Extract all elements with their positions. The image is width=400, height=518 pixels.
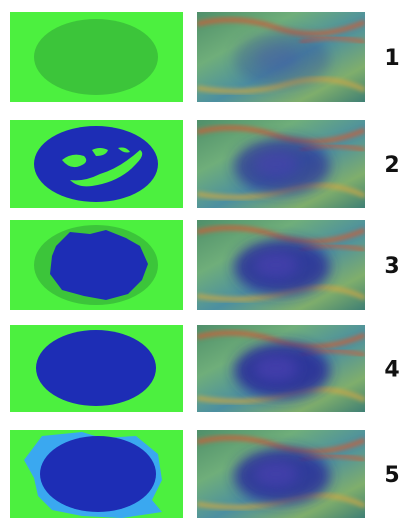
row-1 — [10, 12, 183, 102]
row-label: 1 — [384, 46, 399, 71]
row-label: 2 — [384, 153, 399, 178]
row-2 — [10, 120, 183, 208]
row-4 — [10, 325, 183, 412]
row-label: 5 — [384, 463, 399, 488]
row-5 — [10, 430, 183, 518]
row-label: 4 — [384, 358, 399, 383]
figure: 1 2 3 4 5 — [0, 0, 400, 518]
labels: 1 2 3 4 5 — [384, 46, 399, 488]
lesion — [34, 19, 158, 95]
lesion-core — [254, 151, 298, 177]
ultrasound — [197, 325, 365, 412]
lesion-core — [254, 356, 298, 382]
lesion-core — [254, 252, 298, 278]
elastography-images — [197, 12, 365, 518]
row-3 — [10, 220, 183, 310]
lesion-core — [254, 461, 298, 487]
ultrasound — [197, 12, 365, 102]
ultrasound — [197, 430, 365, 518]
lesion — [34, 126, 158, 202]
lesion — [40, 436, 156, 512]
ultrasound — [197, 220, 365, 310]
lesion-core — [254, 44, 298, 70]
lesion — [36, 330, 156, 406]
ultrasound — [197, 120, 365, 208]
row-label: 3 — [384, 254, 399, 279]
